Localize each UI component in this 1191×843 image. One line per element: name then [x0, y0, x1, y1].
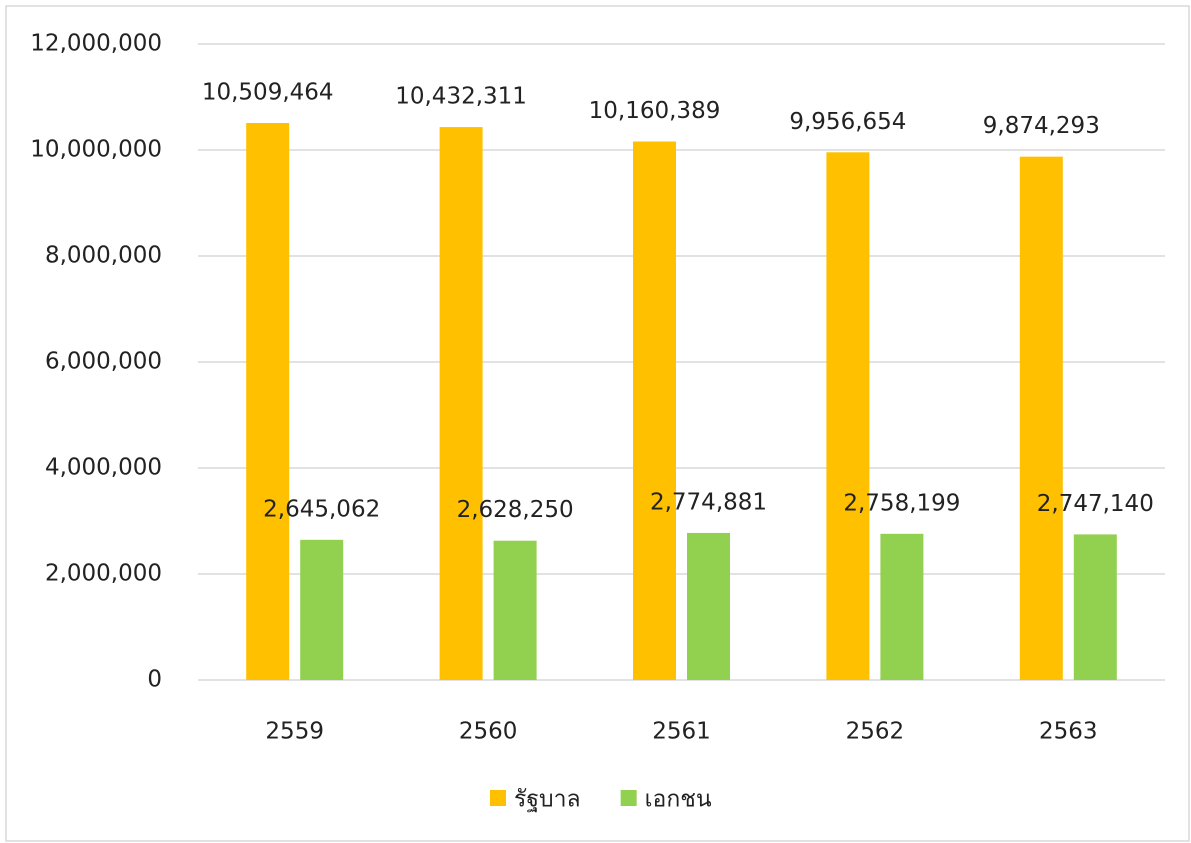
bar	[439, 127, 483, 680]
bar	[880, 533, 924, 680]
x-tick-label: 2560	[459, 719, 518, 745]
legend-label: เอกชน	[645, 787, 712, 813]
data-label: 2,774,881	[650, 489, 767, 515]
data-label: 2,758,199	[843, 490, 960, 516]
legend-label: รัฐบาล	[514, 787, 581, 813]
data-label: 2,628,250	[457, 497, 574, 523]
y-tick-label: 12,000,000	[30, 31, 162, 57]
data-label: 9,956,654	[789, 109, 906, 135]
bar	[246, 122, 290, 680]
data-label: 10,160,389	[589, 98, 721, 124]
x-tick-label: 2559	[265, 719, 324, 745]
bar	[1019, 156, 1063, 680]
bar	[1073, 534, 1117, 680]
bar	[300, 539, 344, 680]
x-tick-label: 2563	[1039, 719, 1098, 745]
bar	[493, 540, 537, 680]
bar	[633, 141, 676, 680]
x-tick-label: 2561	[652, 719, 711, 745]
bar	[826, 152, 870, 680]
y-tick-label: 6,000,000	[45, 349, 162, 375]
data-label: 10,432,311	[395, 84, 527, 110]
x-tick-label: 2562	[846, 719, 905, 745]
data-label: 10,509,464	[202, 79, 334, 105]
bar	[687, 532, 730, 680]
legend-swatch	[620, 790, 637, 806]
data-label: 9,874,293	[983, 113, 1100, 139]
y-tick-label: 2,000,000	[45, 561, 162, 587]
chart-border	[5, 5, 1190, 842]
y-tick-label: 8,000,000	[45, 243, 162, 269]
data-label: 2,645,062	[263, 496, 380, 522]
y-tick-label: 4,000,000	[45, 455, 162, 481]
y-tick-label: 10,000,000	[30, 137, 162, 163]
y-tick-label: 0	[147, 667, 162, 693]
data-label: 2,747,140	[1037, 491, 1154, 517]
legend-swatch	[490, 790, 506, 806]
